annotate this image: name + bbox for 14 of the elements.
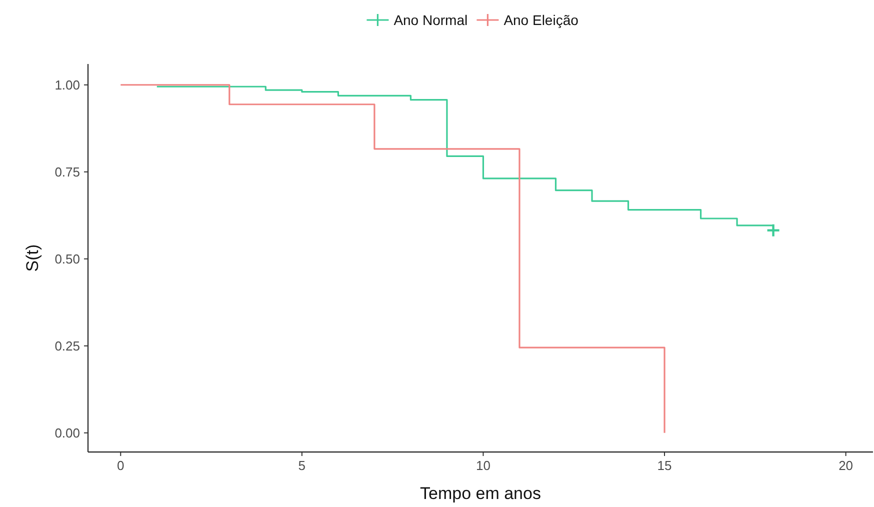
x-tick-label: 0	[117, 458, 124, 473]
x-tick-label: 5	[298, 458, 306, 473]
y-tick-label: 0.25	[54, 338, 80, 354]
y-tick-label: 0.50	[54, 251, 80, 266]
y-axis-title: S(t)	[23, 244, 42, 272]
y-tick-label: 1.00	[54, 77, 80, 92]
legend-label: Ano Normal	[394, 12, 468, 28]
x-tick-label: 15	[657, 458, 672, 473]
y-tick-label: 0.75	[54, 164, 80, 180]
legend-label: Ano Eleição	[504, 12, 579, 28]
x-axis-title: Tempo em anos	[420, 484, 541, 503]
y-tick-label: 0.00	[54, 425, 80, 440]
x-tick-label: 10	[476, 458, 490, 473]
x-tick-label: 20	[838, 458, 854, 473]
